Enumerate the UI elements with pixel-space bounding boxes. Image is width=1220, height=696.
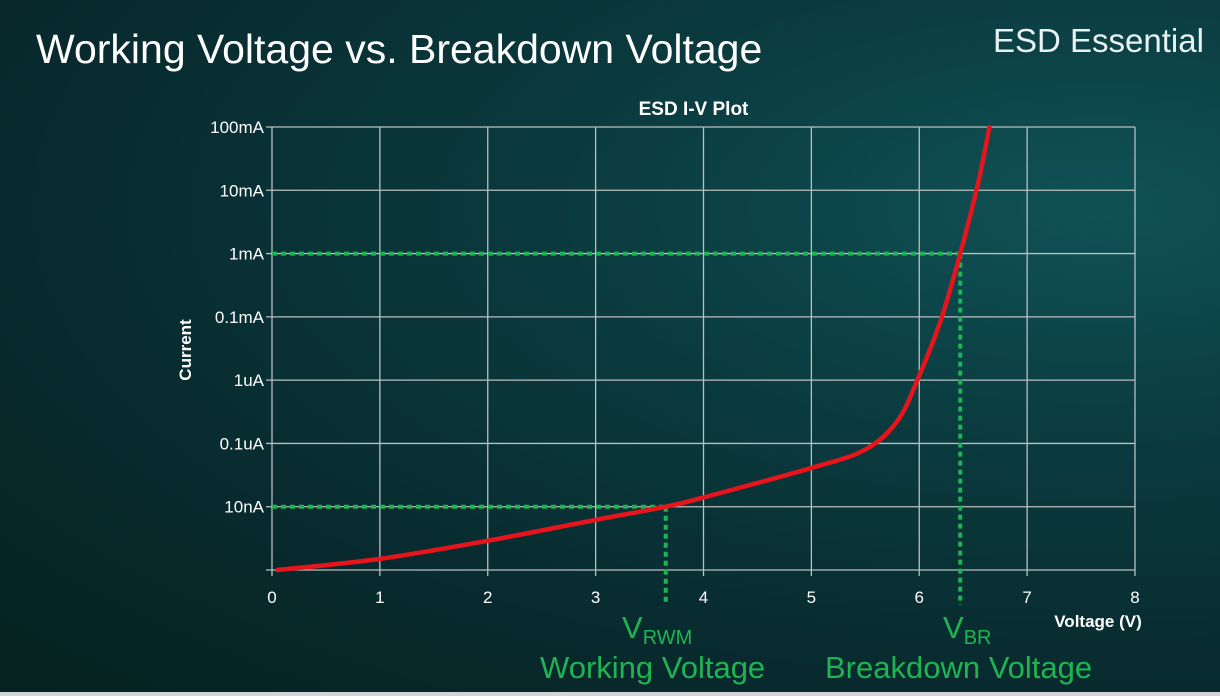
vbr-v: V [943,610,964,645]
y-tick-label: 0.1mA [215,308,265,327]
y-tick-label: 1uA [234,371,265,390]
y-axis-label: Current [176,319,195,381]
y-tick-label: 1mA [229,245,265,264]
bottom-bar [0,692,1220,696]
x-axis-label: Voltage (V) [1054,612,1142,631]
x-tick-label: 6 [915,588,924,607]
y-tick-label: 10nA [224,498,264,517]
x-tick-label: 1 [375,588,384,607]
slide-title: Working Voltage vs. Breakdown Voltage [36,26,763,72]
vbr-symbol: VBR [943,610,991,650]
y-tick-label: 0.1uA [220,434,265,453]
vbr-subscript: BR [963,627,992,649]
x-tick-label: 5 [807,588,816,607]
vrwm-subscript: RWM [642,627,693,649]
chart-title: ESD I-V Plot [639,99,749,120]
y-tick-label: 100mA [210,118,265,137]
x-tick-label: 3 [591,588,600,607]
x-tick-label: 8 [1130,588,1139,607]
breakdown-voltage-label: Breakdown Voltage [825,650,1093,685]
x-tick-label: 4 [699,588,708,607]
y-tick-label: 10mA [220,181,265,200]
brand-logo-text: ESD Essential [993,22,1204,59]
working-voltage-label: Working Voltage [540,650,766,685]
iv-curve [275,124,992,573]
vrwm-symbol: VRWM [622,610,692,650]
x-tick-label: 2 [483,588,492,607]
x-tick-label: 7 [1022,588,1031,607]
vrwm-v: V [622,610,643,645]
x-tick-label: 0 [267,588,276,607]
